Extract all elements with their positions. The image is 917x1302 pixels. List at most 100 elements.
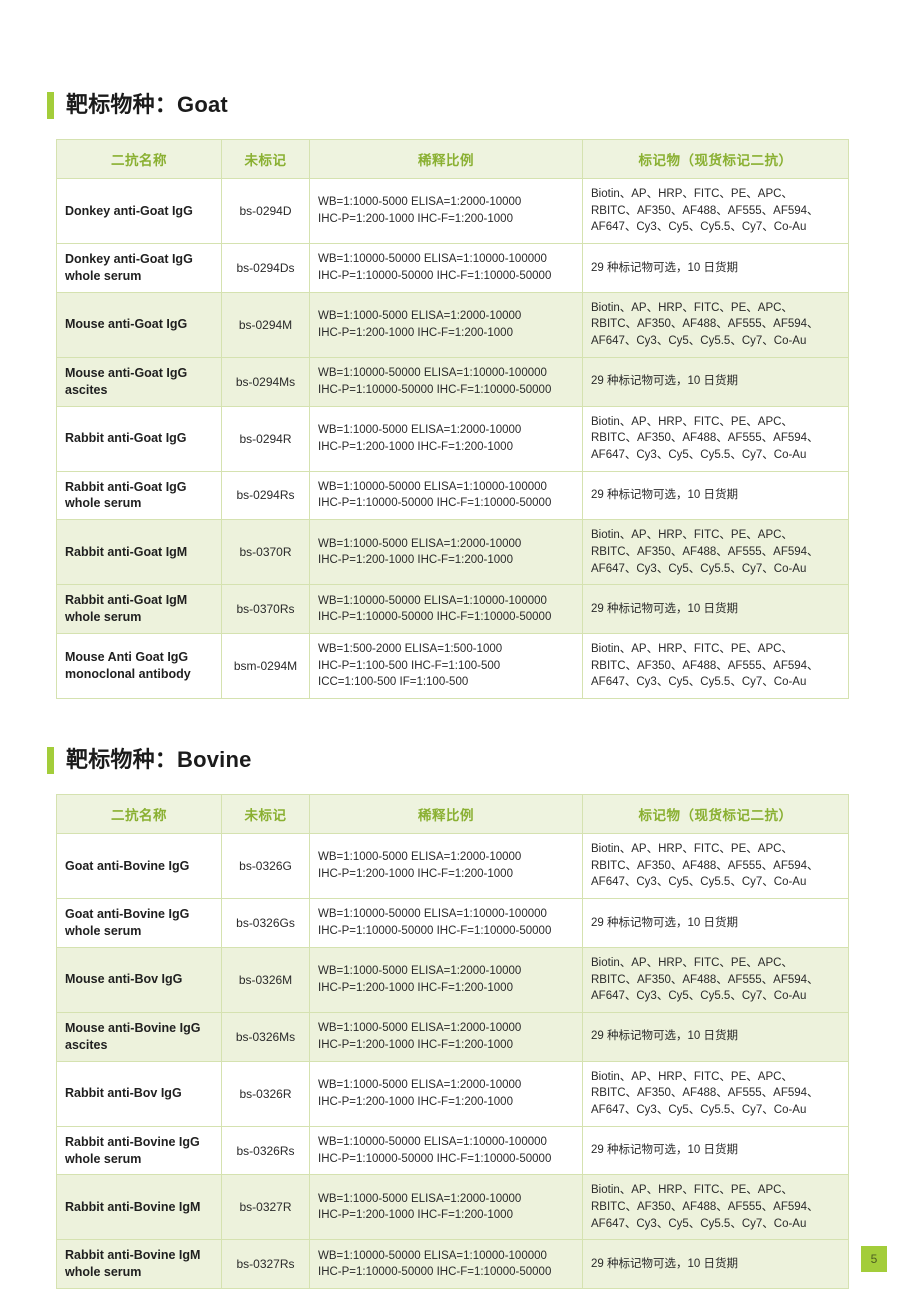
cell-dilution-ratio: WB=1:10000-50000 ELISA=1:10000-100000 IHC… bbox=[309, 470, 583, 521]
table-row: Mouse anti-Bov IgG bs-0326M WB=1:1000-5000… bbox=[56, 946, 849, 1013]
section-goat: 靶标物种：Goat 二抗名称 未标记 稀释比例 标记物（现货标记二抗） Donk… bbox=[0, 88, 917, 700]
cell-dilution-ratio: WB=1:10000-50000 ELISA=1:10000-100000 IHC… bbox=[309, 898, 583, 948]
table-row: Rabbit anti-Bovine IgM bs-0327R WB=1:1000-… bbox=[56, 1174, 849, 1241]
table-row: Mouse Anti Goat IgG monoclonal antibody bs… bbox=[56, 633, 849, 700]
cell-conjugate-labels: Biotin、AP、HRP、FITC、PE、APC、 RBITC、AF350、AF… bbox=[582, 291, 849, 358]
table-header-bovine: 二抗名称 未标记 稀释比例 标记物（现货标记二抗） bbox=[56, 794, 849, 835]
section-heading-goat: 靶标物种：Goat bbox=[47, 88, 917, 122]
heading-table-gap bbox=[0, 122, 917, 139]
cell-antibody-name: Rabbit anti-Bovine IgM whole serum bbox=[56, 1239, 222, 1290]
cell-catalog-number: bs-0294M bbox=[221, 291, 310, 358]
header-cell-name: 二抗名称 bbox=[56, 139, 222, 179]
cell-dilution-ratio: WB=1:1000-5000 ELISA=1:2000-10000 IHC-P=1… bbox=[309, 519, 583, 586]
cell-conjugate-labels: Biotin、AP、HRP、FITC、PE、APC、 RBITC、AF350、AF… bbox=[582, 177, 849, 245]
cell-conjugate-labels: Biotin、AP、HRP、FITC、PE、APC、 RBITC、AF350、AF… bbox=[582, 946, 849, 1013]
cell-dilution-ratio: WB=1:1000-5000 ELISA=1:2000-10000 IHC-P=1… bbox=[309, 1174, 583, 1241]
cell-antibody-name: Mouse Anti Goat IgG monoclonal antibody bbox=[56, 633, 222, 700]
cell-antibody-name: Rabbit anti-Goat IgM whole serum bbox=[56, 584, 222, 635]
table-row: Rabbit anti-Bovine IgM whole serum bs-0327… bbox=[56, 1239, 849, 1290]
cell-antibody-name: Goat anti-Bovine IgG bbox=[56, 833, 222, 900]
cell-conjugate-labels: 29 种标记物可选，10 日货期 bbox=[582, 584, 849, 635]
table-row: Goat anti-Bovine IgG whole serum bs-0326Gs… bbox=[56, 898, 849, 948]
accent-bar-icon bbox=[47, 91, 54, 119]
cell-dilution-ratio: WB=1:1000-5000 ELISA=1:2000-10000 IHC-P=1… bbox=[309, 1060, 583, 1127]
header-cell-label: 标记物（现货标记二抗） bbox=[582, 139, 849, 179]
antibody-table-bovine: 二抗名称 未标记 稀释比例 标记物（现货标记二抗） Goat anti-Bovi… bbox=[56, 794, 849, 1290]
cell-antibody-name: Mouse anti-Goat IgG ascites bbox=[56, 356, 222, 407]
cell-conjugate-labels: 29 种标记物可选，10 日货期 bbox=[582, 898, 849, 948]
cell-catalog-number: bs-0326M bbox=[221, 946, 310, 1013]
cell-antibody-name: Donkey anti-Goat IgG bbox=[56, 177, 222, 245]
table-row: Rabbit anti-Goat IgG bs-0294R WB=1:1000-50… bbox=[56, 405, 849, 472]
cell-conjugate-labels: 29 种标记物可选，10 日货期 bbox=[582, 243, 849, 293]
table-row: Donkey anti-Goat IgG bs-0294D WB=1:1000-50… bbox=[56, 177, 849, 245]
cell-dilution-ratio: WB=1:1000-5000 ELISA=1:2000-10000 IHC-P=1… bbox=[309, 1011, 583, 1062]
cell-antibody-name: Goat anti-Bovine IgG whole serum bbox=[56, 898, 222, 948]
header-cell-name: 二抗名称 bbox=[56, 794, 222, 835]
cell-dilution-ratio: WB=1:10000-50000 ELISA=1:10000-100000 IHC… bbox=[309, 1239, 583, 1290]
cell-antibody-name: Rabbit anti-Bovine IgM bbox=[56, 1174, 222, 1241]
top-margin bbox=[0, 0, 917, 88]
header-cell-dilution: 稀释比例 bbox=[309, 139, 583, 179]
cell-catalog-number: bs-0370Rs bbox=[221, 584, 310, 635]
cell-dilution-ratio: WB=1:1000-5000 ELISA=1:2000-10000 IHC-P=1… bbox=[309, 946, 583, 1013]
table-row: Mouse anti-Goat IgG bs-0294M WB=1:1000-500… bbox=[56, 291, 849, 358]
cell-catalog-number: bs-0327R bbox=[221, 1174, 310, 1241]
cell-antibody-name: Rabbit anti-Goat IgG bbox=[56, 405, 222, 472]
table-row: Rabbit anti-Bovine IgG whole serum bs-0326… bbox=[56, 1125, 849, 1176]
cell-antibody-name: Rabbit anti-Goat IgG whole serum bbox=[56, 470, 222, 521]
cell-catalog-number: bs-0326Gs bbox=[221, 898, 310, 948]
section-title-text: 靶标物种：Goat bbox=[66, 92, 228, 117]
antibody-table-goat: 二抗名称 未标记 稀释比例 标记物（现货标记二抗） Donkey anti-Go… bbox=[56, 139, 849, 700]
table-body-goat: Donkey anti-Goat IgG bs-0294D WB=1:1000-50… bbox=[56, 177, 849, 700]
table-body-bovine: Goat anti-Bovine IgG bs-0326G WB=1:1000-50… bbox=[56, 833, 849, 1290]
cell-catalog-number: bs-0326Rs bbox=[221, 1125, 310, 1176]
table-header-goat: 二抗名称 未标记 稀释比例 标记物（现货标记二抗） bbox=[56, 139, 849, 179]
cell-catalog-number: bs-0294D bbox=[221, 177, 310, 245]
table-row: Rabbit anti-Goat IgM whole serum bs-0370Rs… bbox=[56, 584, 849, 635]
cell-conjugate-labels: Biotin、AP、HRP、FITC、PE、APC、 RBITC、AF350、AF… bbox=[582, 519, 849, 586]
header-row: 二抗名称 未标记 稀释比例 标记物（现货标记二抗） bbox=[56, 139, 849, 179]
section-title-text: 靶标物种：Bovine bbox=[66, 747, 252, 773]
table-wrapper-bovine: 二抗名称 未标记 稀释比例 标记物（现货标记二抗） Goat anti-Bovi… bbox=[56, 794, 849, 1290]
header-cell-catalog: 未标记 bbox=[221, 139, 310, 179]
cell-catalog-number: bs-0294R bbox=[221, 405, 310, 472]
cell-catalog-number: bsm-0294M bbox=[221, 633, 310, 700]
heading-table-gap bbox=[0, 777, 917, 794]
table-row: Mouse anti-Goat IgG ascites bs-0294Ms WB=1:… bbox=[56, 356, 849, 407]
cell-catalog-number: bs-0326G bbox=[221, 833, 310, 900]
cell-antibody-name: Donkey anti-Goat IgG whole serum bbox=[56, 243, 222, 293]
cell-dilution-ratio: WB=1:1000-5000 ELISA=1:2000-10000 IHC-P=1… bbox=[309, 405, 583, 472]
page-number-badge: 5 bbox=[861, 1246, 887, 1272]
cell-conjugate-labels: Biotin、AP、HRP、FITC、PE、APC、 RBITC、AF350、AF… bbox=[582, 405, 849, 472]
header-cell-dilution: 稀释比例 bbox=[309, 794, 583, 835]
cell-dilution-ratio: WB=1:1000-5000 ELISA=1:2000-10000 IHC-P=1… bbox=[309, 291, 583, 358]
table-wrapper-goat: 二抗名称 未标记 稀释比例 标记物（现货标记二抗） Donkey anti-Go… bbox=[56, 139, 849, 700]
section-gap bbox=[0, 699, 917, 743]
cell-conjugate-labels: Biotin、AP、HRP、FITC、PE、APC、 RBITC、AF350、AF… bbox=[582, 1060, 849, 1127]
table-row: Rabbit anti-Bov IgG bs-0326R WB=1:1000-500… bbox=[56, 1060, 849, 1127]
header-cell-label: 标记物（现货标记二抗） bbox=[582, 794, 849, 835]
cell-conjugate-labels: 29 种标记物可选，10 日货期 bbox=[582, 1125, 849, 1176]
table-row: Donkey anti-Goat IgG whole serum bs-0294Ds… bbox=[56, 243, 849, 293]
cell-conjugate-labels: 29 种标记物可选，10 日货期 bbox=[582, 1011, 849, 1062]
header-cell-catalog: 未标记 bbox=[221, 794, 310, 835]
cell-catalog-number: bs-0326R bbox=[221, 1060, 310, 1127]
section-bovine: 靶标物种：Bovine 二抗名称 未标记 稀释比例 标记物（现货标记二抗） Go… bbox=[0, 743, 917, 1290]
cell-catalog-number: bs-0294Ds bbox=[221, 243, 310, 293]
cell-dilution-ratio: WB=1:10000-50000 ELISA=1:10000-100000 IHC… bbox=[309, 356, 583, 407]
table-row: Mouse anti-Bovine IgG ascites bs-0326Ms WB=… bbox=[56, 1011, 849, 1062]
cell-conjugate-labels: 29 种标记物可选，10 日货期 bbox=[582, 356, 849, 407]
cell-catalog-number: bs-0326Ms bbox=[221, 1011, 310, 1062]
cell-conjugate-labels: Biotin、AP、HRP、FITC、PE、APC、 RBITC、AF350、AF… bbox=[582, 1174, 849, 1241]
cell-conjugate-labels: Biotin、AP、HRP、FITC、PE、APC、 RBITC、AF350、AF… bbox=[582, 833, 849, 900]
table-row: Rabbit anti-Goat IgG whole serum bs-0294Rs… bbox=[56, 470, 849, 521]
cell-conjugate-labels: 29 种标记物可选，10 日货期 bbox=[582, 1239, 849, 1290]
cell-dilution-ratio: WB=1:500-2000 ELISA=1:500-1000 IHC-P=1:10… bbox=[309, 633, 583, 700]
cell-catalog-number: bs-0294Ms bbox=[221, 356, 310, 407]
cell-catalog-number: bs-0327Rs bbox=[221, 1239, 310, 1290]
cell-dilution-ratio: WB=1:1000-5000 ELISA=1:2000-10000 IHC-P=1… bbox=[309, 833, 583, 900]
cell-antibody-name: Mouse anti-Goat IgG bbox=[56, 291, 222, 358]
table-row: Rabbit anti-Goat IgM bs-0370R WB=1:1000-50… bbox=[56, 519, 849, 586]
